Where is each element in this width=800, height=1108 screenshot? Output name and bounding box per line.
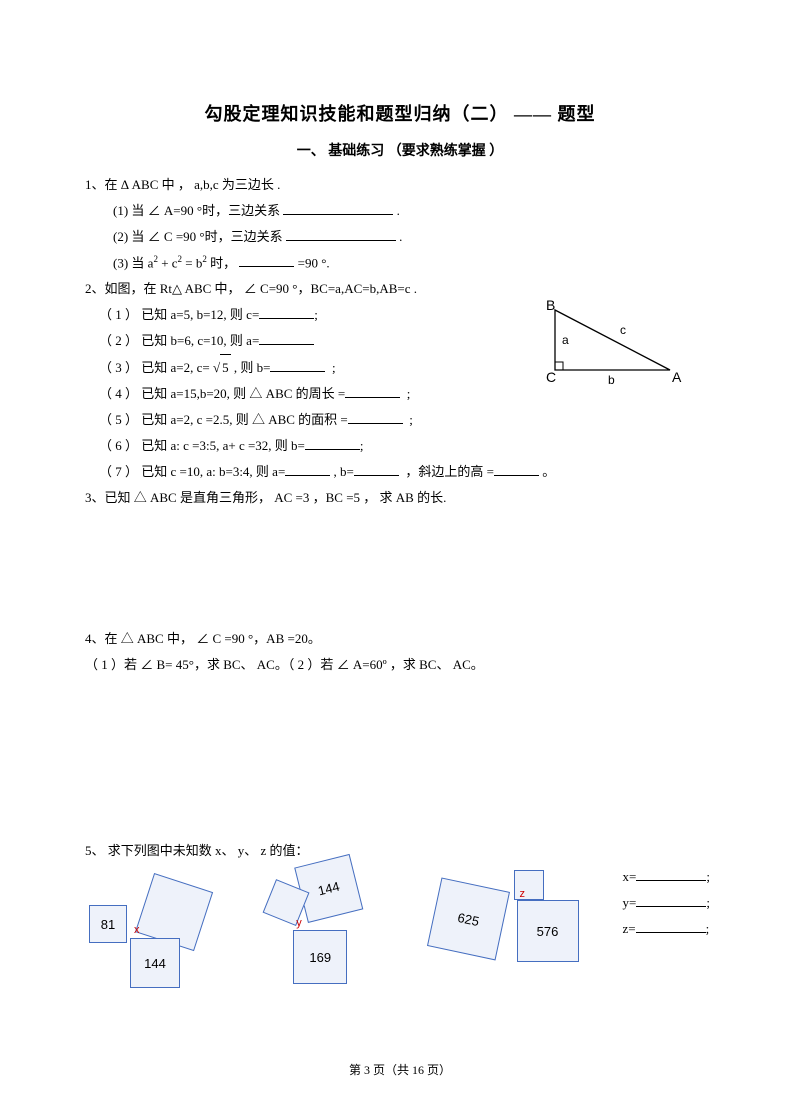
q1-2-a: (2) 当 ∠ C =90 °时，三边关系 bbox=[113, 229, 283, 244]
ans-x-semi: ; bbox=[706, 869, 710, 884]
ans-z: z= bbox=[623, 921, 636, 936]
diagram-3: 625 576 z bbox=[422, 870, 592, 990]
diagram-2: 144 169 y bbox=[248, 870, 403, 980]
q2-3-blank bbox=[270, 358, 325, 372]
ans-y: y= bbox=[623, 895, 637, 910]
ans-x: x= bbox=[623, 869, 637, 884]
d3-label-z: z bbox=[520, 888, 526, 900]
q2-1-blank bbox=[259, 305, 314, 319]
q2-6: （ 6 ） 已知 a: c =3:5, a+ c =32, 则 b=; bbox=[85, 433, 715, 459]
tri-C: C bbox=[546, 369, 556, 385]
q2-1-a: （ 1 ） 已知 a=5, b=12, 则 c= bbox=[99, 307, 259, 322]
triangle-svg: B C A a b c bbox=[540, 300, 690, 395]
q2-7-c: ，斜边上的高 = bbox=[405, 464, 494, 479]
q1-3-b: + c bbox=[161, 255, 177, 270]
page-footer: 第 3 页（共 16 页） bbox=[0, 1061, 800, 1078]
q2-3-b: , 则 b= bbox=[231, 360, 271, 375]
q2-3-sqrt: 5 bbox=[220, 354, 231, 381]
q1-3-d: 时， bbox=[210, 255, 236, 270]
d2-label-y: y bbox=[296, 917, 302, 929]
triangle-diagram: B C A a b c bbox=[540, 300, 690, 390]
d1-label-x: x bbox=[134, 924, 140, 936]
d2-sq-169: 169 bbox=[293, 930, 347, 984]
q1-1-a: (1) 当 ∠ A=90 °时，三边关系 bbox=[113, 203, 280, 218]
q1-stem: 1、在 Δ ABC 中 ， a,b,c 为三边长 . bbox=[85, 172, 715, 198]
q2-6-blank bbox=[305, 436, 360, 450]
d3-sq-z bbox=[514, 870, 544, 900]
tri-b: b bbox=[608, 373, 615, 387]
diagram-1: 81 144 x bbox=[85, 870, 235, 980]
q2-7-a: （ 7 ） 已知 c =10, a: b=3:4, 则 a= bbox=[99, 464, 285, 479]
tri-B: B bbox=[546, 300, 555, 313]
q4-stem: 4、在 △ ABC 中， ∠ C =90 °，AB =20。 bbox=[85, 626, 715, 652]
ans-x-blank bbox=[636, 867, 706, 881]
q1-3-e: =90 °. bbox=[298, 255, 330, 270]
q2-7-blank1 bbox=[285, 462, 330, 476]
q3: 3、已知 △ ABC 是直角三角形， AC =3 ，BC =5 ， 求 AB 的… bbox=[85, 485, 715, 511]
q1-2: (2) 当 ∠ C =90 °时，三边关系 . bbox=[85, 224, 715, 250]
answers-block: x=; y=; z=; bbox=[623, 864, 710, 942]
q1-1-blank bbox=[283, 201, 393, 215]
ans-z-semi: ; bbox=[706, 921, 710, 936]
q1-3-blank bbox=[239, 253, 294, 267]
q2-3-semi: ; bbox=[332, 360, 336, 375]
q2-5-semi: ; bbox=[409, 412, 413, 427]
q5: 5、 求下列图中未知数 x、 y、 z 的值： bbox=[85, 838, 715, 864]
q1-1-b: . bbox=[397, 203, 400, 218]
q2-7-period: 。 bbox=[542, 464, 555, 479]
d2-sq-144: 144 bbox=[294, 854, 363, 923]
q2-4-blank bbox=[345, 384, 400, 398]
d1-sq-144: 144 bbox=[130, 938, 180, 988]
q1-3: (3) 当 a2 + c2 = b2 时， =90 °. bbox=[85, 250, 715, 276]
tri-a: a bbox=[562, 333, 569, 347]
q2-6-a: （ 6 ） 已知 a: c =3:5, a+ c =32, 则 b= bbox=[99, 438, 305, 453]
q4-sub: （ 1 ）若 ∠ B= 45°，求 BC、 AC。（ 2 ）若 ∠ A=60º … bbox=[85, 652, 715, 678]
q1-3-c: = b bbox=[185, 255, 202, 270]
q2-6-semi: ; bbox=[360, 438, 364, 453]
tri-A: A bbox=[672, 369, 682, 385]
q2-2-a: （ 2 ） 已知 b=6, c=10, 则 a= bbox=[99, 333, 259, 348]
q1-2-blank bbox=[286, 227, 396, 241]
page-title: 勾股定理知识技能和题型归纳（二） —— 题型 bbox=[85, 100, 715, 126]
q2-5-blank bbox=[348, 410, 403, 424]
q2-4-a: （ 4 ） 已知 a=15,b=20, 则 △ ABC 的周长 = bbox=[99, 386, 345, 401]
ans-z-blank bbox=[636, 919, 706, 933]
q2-7: （ 7 ） 已知 c =10, a: b=3:4, 则 a= , b= ，斜边上… bbox=[85, 459, 715, 485]
q2-stem: 2、如图，在 Rt△ ABC 中， ∠ C=90 °，BC=a,AC=b,AB=… bbox=[85, 276, 715, 302]
q1-2-b: . bbox=[399, 229, 402, 244]
d3-sq-625: 625 bbox=[426, 878, 509, 961]
q2-3-a: （ 3 ） 已知 a=2, c= bbox=[99, 360, 213, 375]
d3-sq-576: 576 bbox=[517, 900, 579, 962]
q2-5: （ 5 ） 已知 a=2, c =2.5, 则 △ ABC 的面积 = ; bbox=[85, 407, 715, 433]
q2-5-a: （ 5 ） 已知 a=2, c =2.5, 则 △ ABC 的面积 = bbox=[99, 412, 348, 427]
tri-c: c bbox=[620, 323, 626, 337]
q2-1-semi: ; bbox=[314, 307, 318, 322]
q2-4-semi: ; bbox=[407, 386, 411, 401]
q2-7-b: , b= bbox=[334, 464, 354, 479]
ans-y-blank bbox=[636, 893, 706, 907]
q1-1: (1) 当 ∠ A=90 °时，三边关系 . bbox=[85, 198, 715, 224]
section-subtitle: 一、 基础练习 （要求熟练掌握 ） bbox=[85, 140, 715, 160]
q2-7-blank2 bbox=[354, 462, 399, 476]
d1-sq-81: 81 bbox=[89, 905, 127, 943]
ans-y-semi: ; bbox=[706, 895, 710, 910]
q1-3-a: (3) 当 a bbox=[113, 255, 153, 270]
q2-7-blank3 bbox=[494, 462, 539, 476]
q2-2-blank bbox=[259, 331, 314, 345]
